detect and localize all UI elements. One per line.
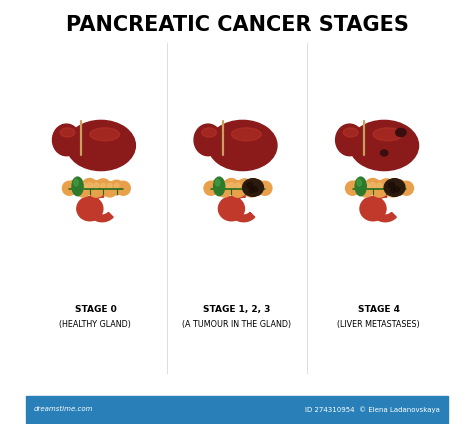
Ellipse shape xyxy=(350,120,419,170)
Circle shape xyxy=(391,188,395,193)
Text: ID 274310954  © Elena Ladanovskaya: ID 274310954 © Elena Ladanovskaya xyxy=(305,406,440,413)
Ellipse shape xyxy=(243,179,264,196)
Circle shape xyxy=(80,182,86,189)
Circle shape xyxy=(210,179,225,194)
Text: dreamstime.com: dreamstime.com xyxy=(34,406,94,413)
Ellipse shape xyxy=(194,124,222,156)
Ellipse shape xyxy=(355,177,366,196)
Circle shape xyxy=(251,180,265,195)
Circle shape xyxy=(101,184,105,188)
Circle shape xyxy=(230,181,246,197)
Circle shape xyxy=(116,181,130,195)
Circle shape xyxy=(346,181,360,195)
Ellipse shape xyxy=(219,197,245,221)
Ellipse shape xyxy=(358,129,377,159)
Circle shape xyxy=(214,182,221,190)
Circle shape xyxy=(73,182,80,190)
Circle shape xyxy=(244,182,259,197)
Bar xyxy=(26,396,448,423)
Circle shape xyxy=(87,183,92,189)
Circle shape xyxy=(221,182,228,189)
Text: PANCREATIC CANCER STAGES: PANCREATIC CANCER STAGES xyxy=(65,16,409,36)
Circle shape xyxy=(247,182,253,188)
Ellipse shape xyxy=(90,128,119,141)
Text: STAGE 1, 2, 3: STAGE 1, 2, 3 xyxy=(203,305,271,314)
Circle shape xyxy=(370,183,376,189)
Circle shape xyxy=(249,184,254,188)
Polygon shape xyxy=(370,190,396,222)
Circle shape xyxy=(385,182,401,197)
Circle shape xyxy=(228,183,234,189)
Circle shape xyxy=(391,184,395,188)
Circle shape xyxy=(95,179,111,195)
Circle shape xyxy=(392,180,407,195)
Ellipse shape xyxy=(201,128,217,137)
Circle shape xyxy=(109,180,124,195)
Ellipse shape xyxy=(336,124,364,156)
Circle shape xyxy=(371,181,388,197)
Polygon shape xyxy=(228,190,255,222)
Polygon shape xyxy=(86,190,113,222)
Circle shape xyxy=(358,182,374,197)
Ellipse shape xyxy=(53,124,81,156)
Circle shape xyxy=(384,184,389,188)
Circle shape xyxy=(88,181,105,197)
Circle shape xyxy=(204,181,218,195)
Circle shape xyxy=(102,182,118,197)
Circle shape xyxy=(365,179,381,194)
Ellipse shape xyxy=(215,179,220,186)
Circle shape xyxy=(223,179,239,194)
Circle shape xyxy=(356,182,363,190)
Circle shape xyxy=(400,181,413,195)
Ellipse shape xyxy=(72,177,83,196)
Circle shape xyxy=(63,181,76,195)
Circle shape xyxy=(258,181,272,195)
Ellipse shape xyxy=(396,128,406,137)
Circle shape xyxy=(69,179,83,194)
Ellipse shape xyxy=(75,129,93,159)
Circle shape xyxy=(363,182,369,189)
Ellipse shape xyxy=(357,179,362,186)
Circle shape xyxy=(377,183,382,188)
Ellipse shape xyxy=(373,128,403,141)
Ellipse shape xyxy=(208,120,277,170)
Ellipse shape xyxy=(217,129,235,159)
Text: STAGE 0: STAGE 0 xyxy=(74,305,116,314)
Circle shape xyxy=(389,182,394,188)
Circle shape xyxy=(253,187,258,192)
Ellipse shape xyxy=(60,128,75,137)
Circle shape xyxy=(235,183,240,188)
Circle shape xyxy=(108,184,112,188)
Circle shape xyxy=(394,187,400,192)
Ellipse shape xyxy=(381,150,388,156)
Circle shape xyxy=(256,184,260,188)
Ellipse shape xyxy=(360,197,386,221)
Circle shape xyxy=(378,179,394,195)
Circle shape xyxy=(249,188,254,193)
Ellipse shape xyxy=(74,179,78,186)
Ellipse shape xyxy=(67,120,136,170)
Text: (A TUMOUR IN THE GLAND): (A TUMOUR IN THE GLAND) xyxy=(182,320,292,329)
Circle shape xyxy=(114,184,119,188)
Circle shape xyxy=(94,183,99,188)
Circle shape xyxy=(352,179,366,194)
Ellipse shape xyxy=(214,177,225,196)
Text: (HEALTHY GLAND): (HEALTHY GLAND) xyxy=(60,320,131,329)
Circle shape xyxy=(217,182,232,197)
Circle shape xyxy=(82,179,98,194)
Ellipse shape xyxy=(384,179,405,196)
Circle shape xyxy=(242,184,247,188)
Ellipse shape xyxy=(231,128,261,141)
Text: (LIVER METASTASES): (LIVER METASTASES) xyxy=(337,320,420,329)
Text: STAGE 4: STAGE 4 xyxy=(357,305,400,314)
Circle shape xyxy=(75,182,91,197)
Circle shape xyxy=(398,184,402,188)
Ellipse shape xyxy=(77,197,103,221)
Circle shape xyxy=(237,179,253,195)
Ellipse shape xyxy=(343,128,358,137)
